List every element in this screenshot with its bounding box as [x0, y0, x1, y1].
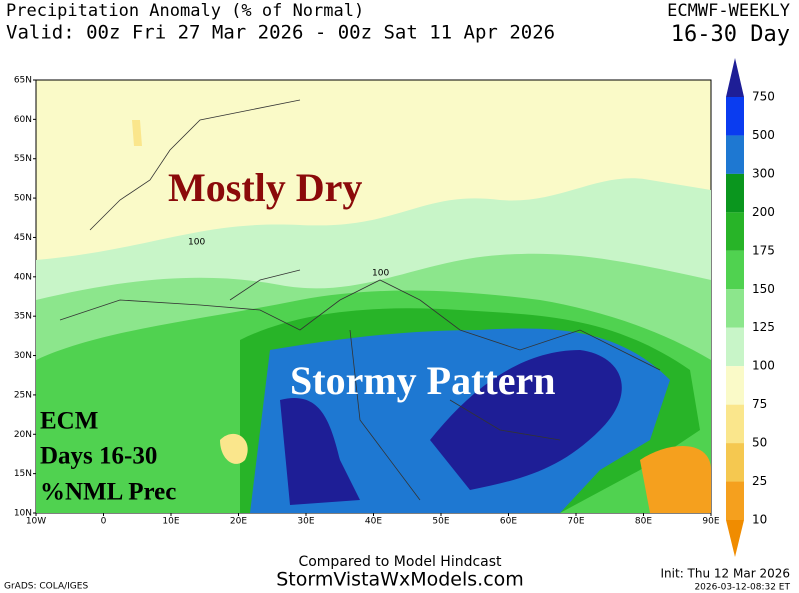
- colorbar-box: [726, 250, 744, 290]
- colorbar-box: [726, 481, 744, 520]
- colorbar-label: 75: [752, 397, 767, 411]
- lon-label: 40E: [365, 517, 382, 527]
- lat-label: 65N: [14, 76, 32, 86]
- footer-site: StormVistaWxModels.com: [276, 569, 524, 591]
- lon-label: 0: [101, 517, 107, 527]
- colorbar-arrow: [726, 58, 744, 97]
- lon-label: 50E: [432, 517, 449, 527]
- period: 16-30 Day: [671, 22, 790, 47]
- colorbar-label: 50: [752, 436, 767, 450]
- lon-label: 10W: [26, 517, 46, 527]
- colorbar-box: [726, 135, 744, 174]
- model: ECMWF-WEEKLY: [667, 1, 790, 21]
- lat-label: 40N: [14, 272, 32, 282]
- footer-compared: Compared to Model Hindcast: [298, 554, 502, 570]
- colorbar-box: [726, 97, 744, 136]
- colorbar-box: [726, 212, 744, 251]
- colorbar-box: [726, 173, 744, 213]
- anomaly-area: [280, 398, 360, 505]
- colorbar-label: 100: [752, 359, 775, 373]
- lon-label: 20E: [230, 517, 247, 527]
- colorbar-label: 150: [752, 282, 775, 296]
- colorbar-box: [726, 289, 744, 328]
- colorbar-box: [726, 443, 744, 482]
- lat-label: 35N: [14, 312, 32, 322]
- inset-text: ECM: [40, 408, 98, 435]
- anomaly-area: [430, 350, 622, 490]
- inset-text: Days 16-30: [40, 443, 157, 470]
- anomaly-area: [132, 120, 142, 146]
- footer-credit: GrADS: COLA/IGES: [4, 582, 88, 592]
- lat-label: 45N: [14, 233, 32, 243]
- lat-label: 20N: [14, 430, 32, 440]
- footer-init: Init: Thu 12 Mar 2026: [661, 567, 790, 581]
- lat-label: 60N: [14, 115, 32, 125]
- colorbar-arrow: [726, 520, 744, 557]
- contour-label: 100: [188, 238, 205, 248]
- lat-label: 15N: [14, 469, 32, 479]
- colorbar-box: [726, 404, 744, 444]
- colorbar-label: 10: [752, 513, 767, 527]
- lat-label: 10N: [14, 509, 32, 519]
- valid-time: Valid: 00z Fri 27 Mar 2026 - 00z Sat 11 …: [6, 22, 555, 44]
- inset-text: %NML Prec: [40, 479, 176, 506]
- colorbar-label: 500: [752, 128, 775, 142]
- lon-label: 30E: [297, 517, 314, 527]
- colorbar-label: 200: [752, 205, 775, 219]
- lon-label: 70E: [567, 517, 584, 527]
- coastline: [59, 99, 661, 501]
- lon-label: 90E: [702, 517, 719, 527]
- lon-label: 80E: [635, 517, 652, 527]
- colorbar-label: 750: [752, 90, 775, 104]
- colorbar-label: 125: [752, 320, 775, 334]
- colorbar-label: 300: [752, 166, 775, 180]
- colorbar-label: 175: [752, 243, 775, 257]
- contour-label: 100: [372, 269, 389, 279]
- anomaly-area: [640, 446, 711, 513]
- footer-timestamp: 2026-03-12-08:32 ET: [694, 583, 790, 593]
- lat-label: 30N: [14, 351, 32, 361]
- lon-label: 10E: [162, 517, 179, 527]
- lat-label: 50N: [14, 194, 32, 204]
- lon-label: 60E: [500, 517, 517, 527]
- map: 100 100 Mostly Dry Stormy Pattern ECM Da…: [35, 79, 712, 514]
- lat-label: 25N: [14, 390, 32, 400]
- anomaly-area: [220, 433, 248, 464]
- annotation: Stormy Pattern: [290, 358, 555, 403]
- title: Precipitation Anomaly (% of Normal): [6, 1, 364, 21]
- colorbar-box: [726, 327, 744, 367]
- annotation: Mostly Dry: [168, 165, 362, 210]
- colorbar-box: [726, 366, 744, 405]
- lat-label: 55N: [14, 154, 32, 164]
- colorbar-label: 25: [752, 474, 767, 488]
